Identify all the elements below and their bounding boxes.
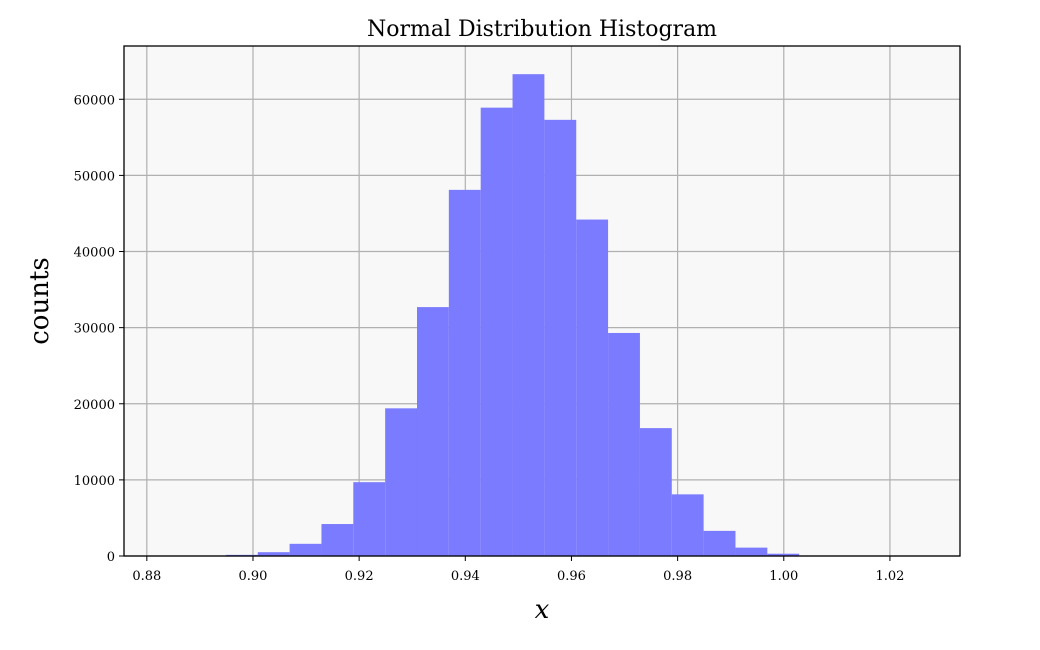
histogram-bar [576,219,609,556]
histogram-bar [735,547,768,556]
x-tick-label: 0.88 [132,569,161,584]
histogram-bar [703,530,736,556]
histogram-bar [448,189,481,557]
y-axis-ticks: 0 10000 20000 30000 40000 50000 60000 [74,93,124,565]
histogram-bar [639,428,672,556]
x-tick-label: 1.00 [769,569,798,584]
x-tick-label: 0.96 [557,569,586,584]
x-axis-label: x [535,595,550,625]
y-tick-label: 30000 [74,322,115,337]
histogram-bar [321,524,354,556]
histogram-bar [257,552,290,556]
x-axis-ticks: 0.88 0.90 0.92 0.94 0.96 0.98 1.00 1.02 [132,556,904,584]
histogram-bar [544,119,577,557]
histogram-bar [480,107,513,557]
histogram-bar [385,408,417,556]
y-tick-label: 40000 [74,246,115,261]
plot-frame [123,45,961,557]
histogram-bar [671,494,704,556]
y-tick-label: 60000 [74,93,115,108]
chart-title: Normal Distribution Histogram [367,17,717,42]
histogram-bar [512,74,545,556]
histogram-bar [353,482,386,556]
histogram-bar [289,543,322,556]
histogram-bar [416,307,449,556]
y-tick-label: 0 [107,550,115,565]
x-tick-label: 0.90 [239,569,268,584]
y-tick-label: 10000 [74,474,115,489]
x-tick-label: 0.92 [345,569,374,584]
histogram-bar [767,553,800,556]
x-tick-label: 0.98 [663,569,692,584]
bars [162,74,959,557]
y-tick-label: 20000 [74,398,115,413]
x-tick-label: 1.02 [875,569,904,584]
histogram-bar [608,332,640,556]
y-tick-label: 50000 [74,169,115,184]
y-axis-label: counts [25,257,55,345]
x-tick-label: 0.94 [451,569,480,584]
